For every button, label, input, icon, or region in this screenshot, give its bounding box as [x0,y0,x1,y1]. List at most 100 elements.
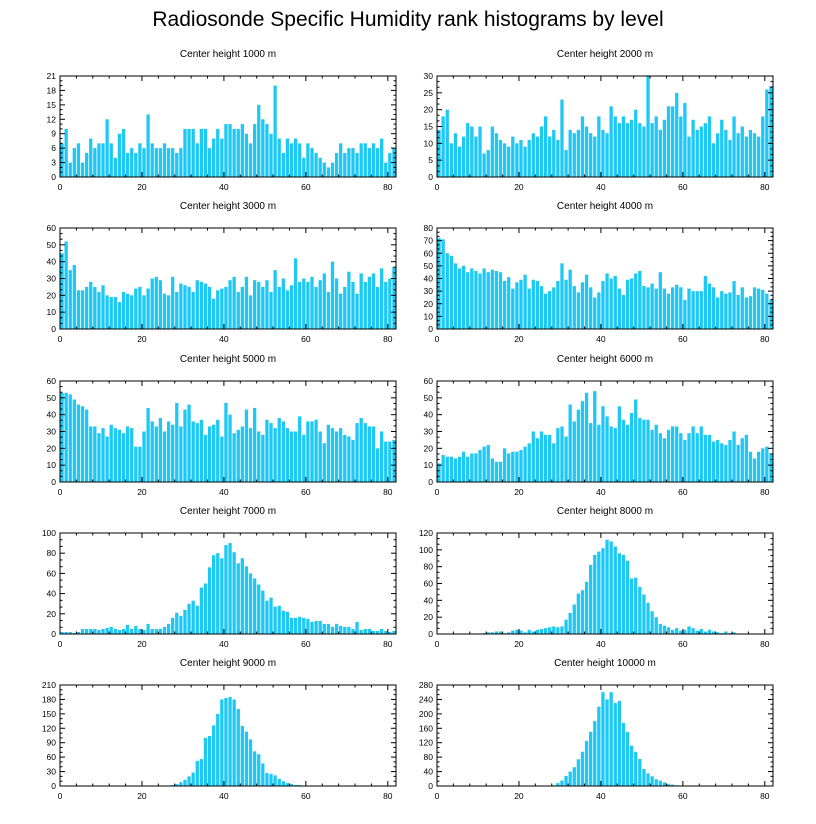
histogram-bar [326,167,331,177]
histogram-bar [384,630,388,634]
histogram-bar [191,128,195,177]
histogram-bar [326,424,331,482]
histogram-bar [138,286,142,329]
histogram-bar [638,758,642,786]
histogram-bar [248,143,253,177]
histogram-bar [658,129,662,177]
histogram-bar [207,567,212,634]
histogram-bar [605,699,609,786]
histogram-bar [285,138,290,177]
histogram-bar [195,280,199,329]
histogram-bar [113,157,117,177]
histogram-bar [593,136,597,177]
histogram-bar [240,725,244,786]
histogram-bar [72,265,76,329]
histogram-bar [212,298,216,329]
panel-title: Center height 6000 m [557,354,653,365]
histogram-bar [314,152,318,177]
histogram-bar [281,610,285,634]
histogram-bar [511,630,515,634]
y-tick-label: 20 [424,299,434,309]
histogram-bar [535,136,540,177]
histogram-bar [646,419,650,482]
histogram-bar [220,436,224,482]
histogram-bar [511,288,515,329]
histogram-bar [621,722,626,787]
histogram-bar [384,441,388,482]
histogram-bar [486,632,490,634]
histogram-bar [629,278,634,329]
histogram-bar [130,295,134,329]
histogram-bar [691,426,695,482]
histogram-bar [629,412,634,482]
histogram-bar [576,292,581,329]
histogram-bar [252,124,257,177]
histogram-bar [154,628,158,634]
panel-title: Center height 2000 m [557,49,653,60]
histogram-bar [306,421,310,482]
histogram-bar [515,143,519,177]
histogram-bar [228,280,232,329]
histogram-bar [330,626,335,634]
histogram-bar [564,619,568,634]
y-tick-label: 80 [424,223,434,233]
x-tick-label: 80 [383,791,393,801]
x-tick-label: 60 [678,487,688,497]
y-tick-label: 30 [424,71,434,81]
histogram-bar [748,451,753,482]
histogram-bar [724,293,728,329]
histogram-bar [388,152,392,177]
histogram-bar [375,148,380,177]
histogram-bar [658,433,662,482]
x-tick-label: 80 [760,639,770,649]
histogram-bar [199,587,204,634]
histogram-bar [752,133,757,177]
histogram-bar [642,126,646,177]
histogram-bar [392,439,396,482]
histogram-bar [187,286,191,329]
histogram-bar [650,123,654,177]
histogram-bar [105,627,109,634]
histogram-bar [658,780,662,786]
histogram-bar [486,150,490,177]
histogram-bar [621,554,626,634]
histogram-bar [605,133,609,177]
histogram-bar [117,302,122,329]
histogram-bar [162,143,167,177]
histogram-bar [548,291,552,330]
histogram-bar [720,443,724,482]
histogram-bar [199,281,204,329]
histogram-bar [601,692,605,786]
y-tick-label: 40 [47,257,57,267]
histogram-bar [343,286,347,329]
histogram-bar [281,781,285,786]
histogram-bar [683,299,687,329]
histogram-bar [642,286,646,329]
histogram-bar [289,143,294,177]
x-tick-label: 0 [435,791,440,801]
histogram-bar [298,143,302,177]
histogram-bar [212,555,216,634]
histogram-bar [552,443,556,482]
histogram-bar [703,434,708,482]
x-tick-label: 20 [514,487,524,497]
histogram-bar [670,106,675,177]
histogram-bar [498,461,503,482]
histogram-bar [736,444,740,482]
histogram-bar [589,133,593,177]
x-tick-label: 60 [301,791,311,801]
y-tick-label: 280 [419,680,433,690]
histogram-bar [478,450,482,482]
histogram-bar [638,418,642,482]
histogram-panel: Center height 3000 m 0 20 40 60 80 0 10 20 30 40 50… [47,201,397,344]
histogram-bar [478,126,482,177]
x-tick-label: 0 [58,639,63,649]
histogram-bar [269,291,273,329]
histogram-bar [380,431,384,482]
histogram-bar [76,631,81,634]
histogram-bar [138,628,142,634]
histogram-bar [212,725,216,786]
histogram-bar [101,285,105,329]
histogram-bar [121,128,126,177]
panel-title: Center height 3000 m [180,201,276,212]
